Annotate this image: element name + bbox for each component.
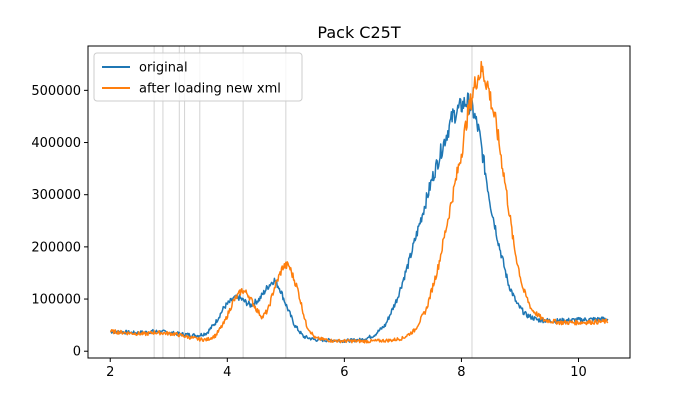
x-tick-label: 8 [457, 365, 465, 380]
x-axis-ticks: 2 4 6 8 10 [106, 358, 587, 380]
plot-area-frame [87, 45, 631, 359]
x-tick-label: 6 [340, 365, 348, 380]
y-tick-label: 200000 [31, 240, 81, 255]
series-line-after-loading-new-xml [110, 60, 609, 344]
legend-label-original: original [139, 61, 188, 76]
x-tick-label: 4 [223, 365, 231, 380]
x-tick-label: 2 [106, 365, 114, 380]
y-tick-label: 500000 [31, 84, 81, 99]
series-group [109, 60, 609, 344]
legend: original after loading new xml [93, 52, 303, 102]
y-tick-label: 0 [73, 345, 81, 360]
legend-box [93, 52, 303, 102]
y-axis-ticks: 0 100000 200000 300000 400000 500000 [31, 84, 88, 360]
y-tick-label: 400000 [31, 136, 81, 151]
legend-label-after-loading: after loading new xml [139, 82, 281, 97]
x-tick-label: 10 [570, 365, 587, 380]
y-tick-label: 100000 [31, 293, 81, 308]
chart-title: Pack C25T [317, 23, 400, 42]
y-tick-label: 300000 [31, 188, 81, 203]
